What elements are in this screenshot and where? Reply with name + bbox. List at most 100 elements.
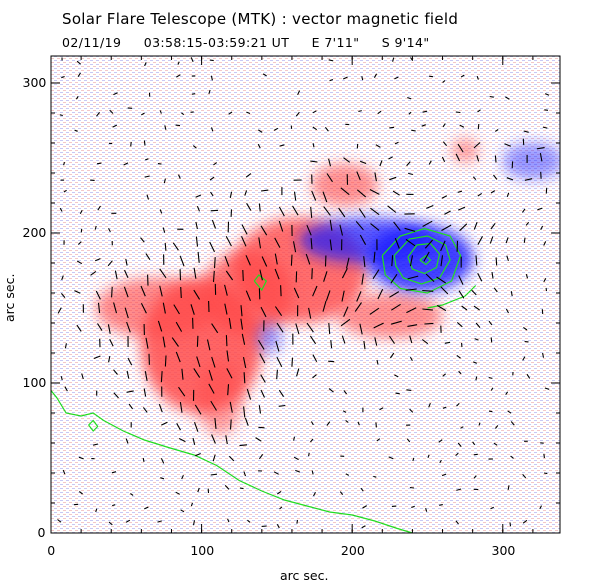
field-vector	[260, 306, 267, 318]
field-vector	[61, 275, 64, 281]
field-vector	[387, 205, 397, 213]
field-vector	[424, 322, 434, 325]
field-vector	[313, 491, 316, 497]
field-vector	[375, 144, 381, 148]
field-vector	[242, 269, 244, 282]
field-vector	[227, 518, 230, 523]
x-tick-label: 0	[47, 543, 56, 558]
field-vector	[172, 242, 179, 251]
field-vector	[278, 389, 285, 398]
field-vector	[176, 423, 181, 431]
field-vector	[273, 471, 279, 475]
field-vector	[505, 391, 509, 396]
field-vector	[388, 456, 394, 460]
field-vector	[341, 335, 346, 344]
field-vector	[358, 208, 366, 218]
field-vector	[255, 437, 262, 442]
field-vector	[240, 305, 243, 317]
field-vector	[471, 289, 477, 296]
field-vector	[354, 302, 362, 312]
field-vector	[195, 236, 199, 247]
field-vector	[78, 456, 84, 460]
field-vector	[457, 143, 464, 153]
field-vector	[491, 272, 494, 279]
field-vector	[140, 285, 146, 297]
field-vector	[328, 323, 331, 335]
field-vector	[458, 290, 465, 299]
field-vector	[424, 239, 434, 249]
field-vector	[342, 76, 348, 80]
field-vector	[409, 335, 413, 344]
field-vector	[524, 178, 533, 181]
field-vector	[278, 220, 284, 232]
field-vector	[123, 162, 129, 166]
field-vector	[328, 360, 335, 363]
heliographic-longitude: E 7'11"	[311, 35, 360, 50]
field-contour	[88, 419, 99, 432]
field-vector	[211, 323, 219, 334]
field-vector	[456, 488, 462, 491]
field-vector	[322, 300, 327, 312]
field-vector	[355, 221, 364, 231]
field-vector	[144, 371, 148, 381]
field-vector	[142, 407, 148, 413]
field-vector	[113, 392, 119, 399]
x-tick-label: 100	[190, 543, 215, 558]
field-vector	[261, 189, 269, 192]
field-vector	[225, 236, 232, 247]
field-vector	[111, 471, 117, 474]
field-vector	[245, 173, 252, 178]
field-vector	[258, 237, 262, 249]
field-vector	[175, 351, 181, 363]
field-vector	[389, 176, 397, 181]
field-vector	[93, 355, 101, 360]
field-vector	[543, 278, 547, 283]
field-vector	[312, 285, 318, 297]
field-vector	[293, 436, 296, 441]
field-vector	[406, 438, 411, 443]
field-vector	[390, 273, 398, 284]
field-contour	[427, 285, 477, 309]
field-vector	[495, 257, 498, 266]
field-vector	[226, 350, 230, 362]
field-vector	[193, 289, 201, 300]
field-vector	[196, 335, 199, 347]
field-vector	[362, 505, 367, 509]
field-vector	[389, 126, 395, 129]
field-vector	[543, 453, 545, 459]
field-vector	[374, 337, 378, 346]
field-vector	[506, 255, 509, 262]
field-vector	[526, 373, 531, 379]
field-vector	[140, 237, 145, 243]
field-vector	[358, 110, 362, 113]
field-vector	[145, 253, 151, 260]
field-vector	[536, 147, 545, 150]
field-vector	[406, 307, 417, 314]
field-vector	[442, 141, 448, 147]
field-vector	[522, 519, 528, 524]
field-vector	[276, 490, 282, 495]
field-vector	[543, 241, 547, 246]
field-vector	[428, 402, 431, 408]
vector-field	[57, 57, 550, 529]
field-vector	[107, 260, 113, 267]
field-vector	[440, 255, 444, 267]
field-vector	[328, 388, 334, 393]
field-vector	[311, 470, 314, 475]
field-vector	[181, 112, 185, 116]
field-vector	[210, 127, 214, 132]
field-vector	[505, 237, 509, 244]
field-vector	[227, 384, 230, 396]
field-vector	[510, 455, 514, 459]
field-vector	[79, 210, 83, 215]
field-vector	[191, 93, 196, 95]
field-vector	[523, 130, 529, 133]
field-vector	[59, 114, 63, 117]
field-vector	[259, 269, 263, 281]
field-vector	[406, 161, 411, 167]
field-vector	[544, 387, 550, 390]
field-vector	[436, 276, 447, 284]
field-vector	[455, 153, 461, 162]
field-vector	[296, 368, 300, 377]
field-vector	[181, 368, 184, 380]
